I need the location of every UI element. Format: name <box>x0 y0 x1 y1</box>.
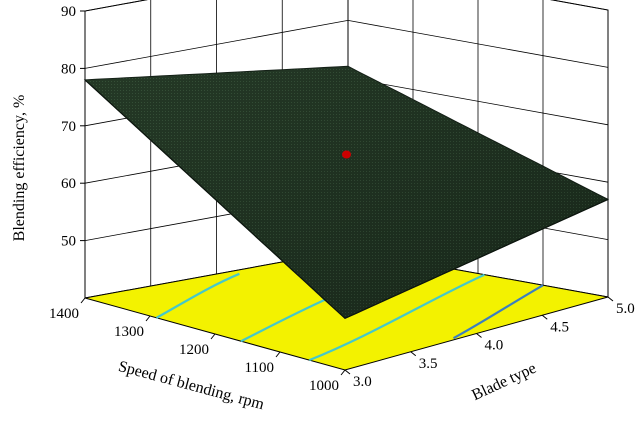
y-tick-label: 5.0 <box>616 301 635 317</box>
y-tick-mark <box>607 296 614 302</box>
y-tick-mark <box>476 333 482 338</box>
z-tick-label: 70 <box>61 119 76 135</box>
z-tick-label: 50 <box>61 234 76 250</box>
y-tick-mark <box>541 314 548 320</box>
response-surface-edge <box>84 79 609 320</box>
response-surface-shading <box>85 66 608 319</box>
y-tick-mark <box>410 351 417 357</box>
x-tick-label: 1300 <box>114 324 144 340</box>
z-tick-label: 90 <box>61 4 76 20</box>
y-tick-label: 3.5 <box>419 356 438 372</box>
x-tick-mark <box>210 333 216 340</box>
z-axis-title: Blending efficiency, % <box>11 95 28 242</box>
contour-line <box>452 284 544 340</box>
y-tick-mark <box>344 369 351 375</box>
z-tick-label: 80 <box>61 61 76 77</box>
x-tick-mark <box>145 315 151 322</box>
x-tick-mark <box>275 351 281 358</box>
z-tick-label: 60 <box>61 176 76 192</box>
x-tick-label: 1200 <box>179 342 209 358</box>
y-axis-ticks: 3.0 3.5 4.0 4.5 5.0 <box>344 296 635 390</box>
x-tick-mark <box>80 297 86 304</box>
contour-line <box>308 273 485 362</box>
x-tick-label: 1400 <box>49 306 79 322</box>
z-axis-ticks: 50 60 70 80 90 <box>61 4 85 250</box>
x-tick-mark <box>340 369 346 376</box>
contour-line <box>155 272 240 319</box>
y-tick-label: 4.5 <box>550 319 569 335</box>
y-tick-label: 4.0 <box>485 338 504 354</box>
y-tick-label: 3.0 <box>353 374 372 390</box>
design-point-marker <box>342 150 351 159</box>
y-axis-title: Blade type <box>469 360 539 405</box>
x-tick-label: 1000 <box>309 378 339 394</box>
x-axis-ticks: 1000 1100 1200 1300 1400 <box>49 297 346 394</box>
x-tick-label: 1100 <box>245 360 274 376</box>
